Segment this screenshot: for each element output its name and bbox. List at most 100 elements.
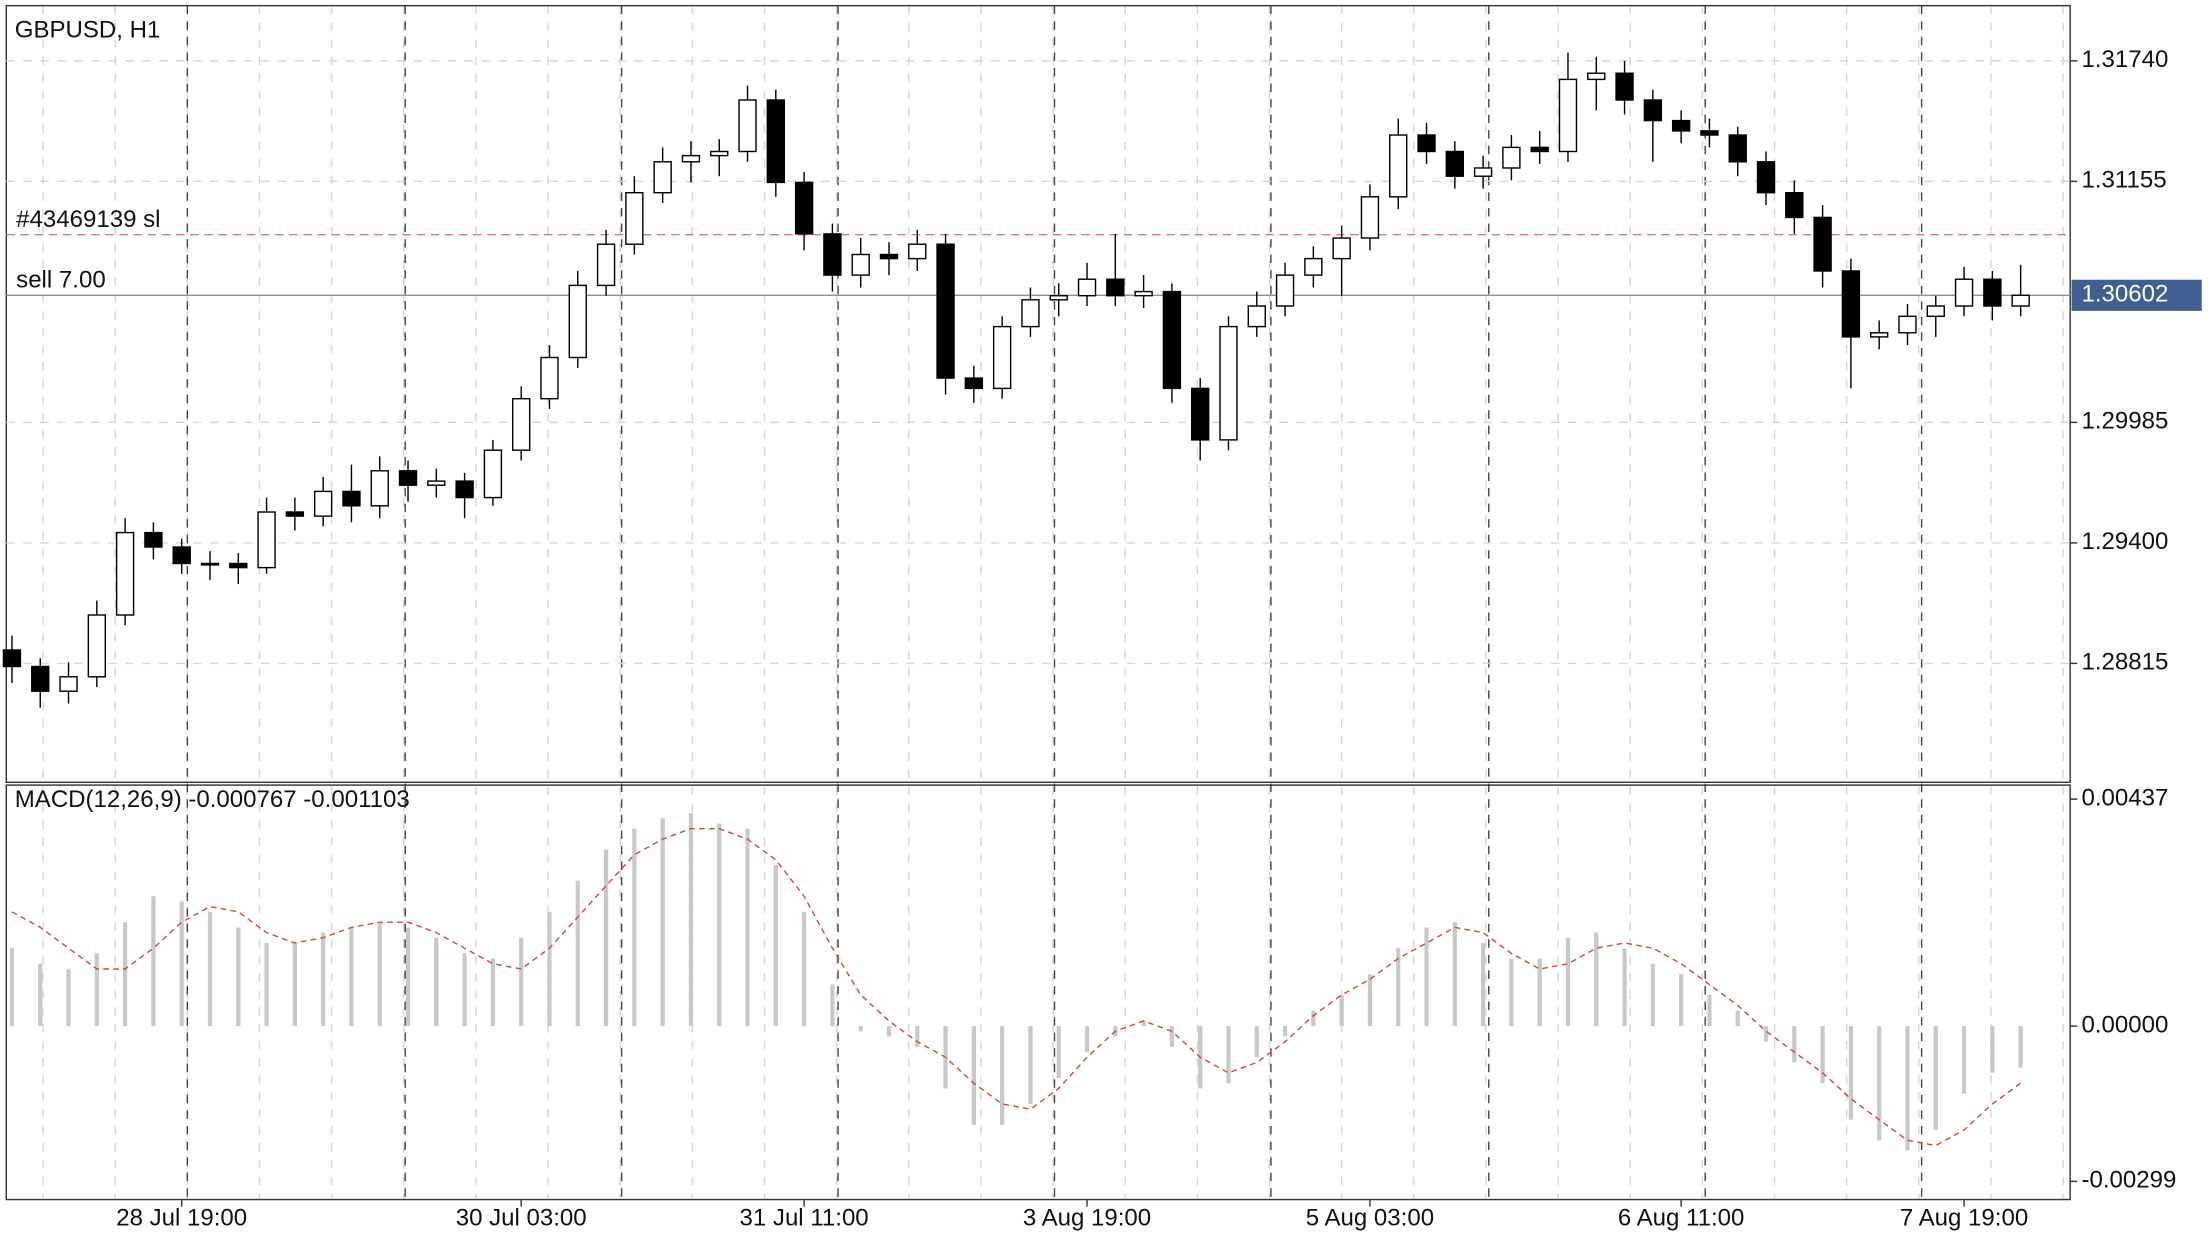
candle-body [1954, 278, 1974, 307]
histogram-bar [1367, 974, 1373, 1027]
candle-body [257, 511, 276, 569]
candle-body [540, 356, 559, 400]
histogram-bar [1339, 994, 1344, 1027]
histogram-bar [462, 953, 467, 1027]
candle-body [1813, 216, 1832, 272]
histogram-bar [1735, 1010, 1740, 1027]
histogram-bar [1650, 963, 1655, 1027]
candle-body [1502, 146, 1521, 169]
candle-body [483, 449, 503, 499]
histogram-bar [434, 937, 439, 1027]
histogram-bar [1905, 1026, 1910, 1151]
candle-body [823, 233, 842, 276]
candle-body [172, 546, 191, 565]
candle-body [87, 614, 107, 678]
candle-body [1728, 134, 1747, 163]
histogram-bar [94, 953, 99, 1027]
candle-body [766, 99, 786, 184]
x-tick-label: 5 Aug 03:00 [1306, 1205, 1434, 1232]
histogram-bar [1933, 1026, 1938, 1130]
histogram-bar [1226, 1026, 1231, 1084]
candle-body [2011, 294, 2030, 307]
price-badge-label: 1.30602 [2081, 281, 2168, 308]
histogram-bar [1028, 1026, 1033, 1104]
histogram-bar [349, 927, 354, 1027]
histogram-bar [971, 1026, 976, 1125]
order-label: sell 7.00 [16, 266, 106, 293]
y-tick-label: 1.29985 [2081, 408, 2168, 435]
candle-body [851, 253, 870, 276]
candle-body [1077, 278, 1097, 297]
candle-body [1926, 305, 1945, 318]
candle-body [1643, 99, 1663, 122]
y-tick-label: 0.00000 [2081, 1011, 2168, 1038]
histogram-bar [1565, 937, 1571, 1027]
histogram-bar [632, 828, 637, 1027]
candle-body [398, 470, 418, 486]
histogram-bar [1169, 1026, 1175, 1047]
candle-body [342, 490, 361, 507]
histogram-bar [38, 963, 43, 1027]
histogram-bar [9, 948, 15, 1027]
candle-body [1615, 72, 1634, 101]
y-tick-label: 1.29400 [2081, 528, 2168, 555]
candle-body [229, 562, 248, 569]
histogram-bar [1537, 958, 1542, 1027]
candle-body [1389, 134, 1408, 198]
price-pane-frame [5, 4, 2071, 783]
histogram-bar [688, 813, 694, 1027]
histogram-bar [858, 1026, 863, 1032]
histogram-bar [773, 865, 778, 1027]
histogram-bar [207, 911, 213, 1027]
candle-body [1587, 72, 1606, 81]
candle-body [59, 676, 78, 692]
candle-body [1304, 257, 1323, 276]
candle-body [596, 243, 616, 287]
histogram-bar [1141, 1020, 1146, 1027]
histogram-bar [745, 828, 750, 1027]
candle-body [1219, 325, 1238, 441]
candle-body [1332, 237, 1351, 260]
histogram-bar [1509, 958, 1514, 1027]
histogram-bar [660, 818, 665, 1027]
candle-body [794, 181, 814, 235]
candle-body [427, 480, 446, 486]
candle-body [1756, 161, 1776, 194]
histogram-bar [1990, 1026, 1995, 1073]
candle-body [370, 470, 389, 507]
histogram-bar [886, 1026, 892, 1037]
candle-body [625, 191, 644, 245]
candle-body [681, 154, 701, 163]
x-tick-label: 30 Jul 03:00 [456, 1205, 587, 1232]
histogram-bar [377, 922, 382, 1027]
chart-title: GBPUSD, H1 [15, 16, 161, 43]
histogram-bar [151, 896, 156, 1027]
histogram-bar [915, 1026, 920, 1047]
candle-body [313, 490, 333, 517]
histogram-bar [1961, 1026, 1967, 1094]
histogram-bar [1877, 1026, 1882, 1141]
histogram-bar [236, 927, 241, 1027]
histogram-bar [801, 911, 807, 1027]
candle-body [1106, 278, 1125, 297]
candle-body [1473, 167, 1493, 177]
histogram-bar [1000, 1026, 1005, 1125]
candle-body [1162, 290, 1182, 390]
candle-body [31, 665, 50, 692]
candle-body [1841, 270, 1861, 338]
histogram-bar [1424, 927, 1429, 1027]
candle-body [1360, 196, 1380, 239]
layout [42, 5, 2064, 1200]
candle-body [710, 150, 729, 157]
candle-body [568, 284, 587, 359]
histogram-bar [1452, 922, 1457, 1027]
candle-body [964, 377, 984, 390]
candle-body [1190, 387, 1210, 441]
histogram-bar [1792, 1026, 1797, 1063]
candle-body [285, 511, 305, 517]
candle-body [144, 531, 163, 548]
candle-body [879, 253, 899, 260]
histogram-bar [1056, 1026, 1061, 1079]
histogram-bar [1622, 948, 1627, 1027]
